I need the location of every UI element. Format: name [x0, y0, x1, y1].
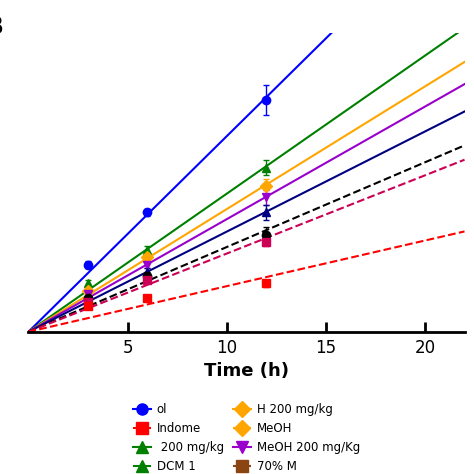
Text: B: B	[0, 15, 4, 39]
X-axis label: Time (h): Time (h)	[204, 362, 289, 380]
Legend: ol, Indome,  200 mg/kg, DCM 1, H 200 mg/kg, MeOH, MeOH 200 mg/Kg, 70% M: ol, Indome, 200 mg/kg, DCM 1, H 200 mg/k…	[133, 403, 360, 473]
